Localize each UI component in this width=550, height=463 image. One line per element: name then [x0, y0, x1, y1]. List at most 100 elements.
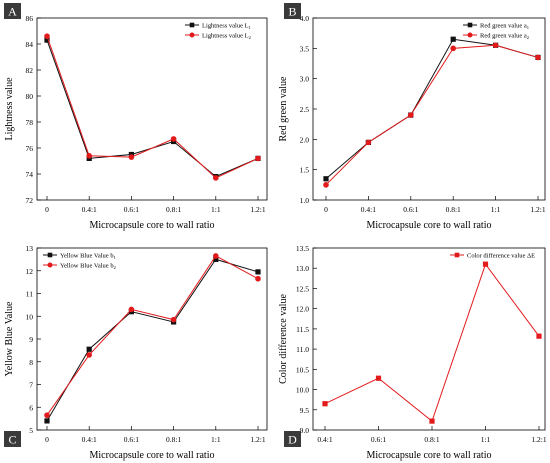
data-point [170, 316, 177, 323]
legend: Color difference value ΔE [450, 253, 535, 260]
legend-marker [467, 22, 473, 28]
data-point [429, 418, 435, 424]
plot-frame [312, 247, 546, 431]
data-point [86, 352, 92, 358]
legend-marker [189, 32, 195, 38]
panel-tag: C [4, 431, 21, 447]
y-tick-label: 6 [29, 403, 33, 412]
x-tick-label: 1:1 [211, 435, 221, 444]
x-tick-label: 0.4:1 [82, 435, 97, 444]
x-tick-label: 0.4:1 [361, 205, 376, 214]
panel-b: 1.0 1.5 2.0 2.5 3.0 3.5 4.0 0 0.4:1 0.6:1 0.8:1 1:1… [278, 3, 546, 231]
panel-tag-letter: B [288, 5, 296, 19]
panel-d: 9.0 9.5 10.0 10.5 11.0 11.5 12.0 12.5 13.0 13.5 0.… [278, 244, 547, 461]
series-0 [322, 261, 542, 424]
data-point [323, 176, 329, 182]
data-point [482, 261, 489, 267]
x-tick-label: 0.6:1 [124, 205, 139, 214]
legend-label-subscript: 2 [114, 265, 116, 270]
y-tick-label: 10 [26, 312, 34, 321]
data-point [86, 153, 92, 159]
legend-label-subscript: 2 [527, 35, 529, 40]
y-tick-label: 76 [26, 144, 34, 153]
series-1 [44, 253, 261, 419]
data-point [322, 401, 328, 407]
data-point [535, 54, 541, 61]
data-point [170, 136, 177, 142]
panel-tag-box [4, 431, 21, 447]
x-tick-label: 1:1 [211, 205, 221, 214]
x-tick-label: 0 [45, 435, 49, 444]
panel-tag: A [4, 3, 21, 19]
data-point [536, 333, 542, 339]
x-tick-label: 0 [324, 205, 328, 214]
x-tick-label: 1:1 [491, 205, 501, 214]
legend-label-text: Lightness value L [202, 33, 249, 40]
x-tick-label: 1:1 [481, 435, 491, 444]
legend-marker [47, 262, 53, 268]
legend-label-subscript: 1 [249, 25, 251, 30]
y-tick-label: 9.5 [300, 406, 310, 415]
x-tick-label: 1.2:1 [530, 205, 545, 214]
y-tick-label: 84 [26, 40, 34, 49]
series-0 [44, 256, 261, 424]
x-tick-label: 1.2:1 [250, 435, 265, 444]
y-tick-label: 5 [29, 426, 33, 435]
y-tick-label: 86 [26, 14, 34, 23]
y-axis-label: Color difference value [278, 294, 289, 384]
data-point [365, 139, 372, 146]
series-line [46, 39, 259, 178]
y-tick-label: 74 [26, 170, 34, 179]
legend-label: Yellow Blue Value b2 [60, 263, 116, 271]
legend-label-text: Color difference value ΔE [467, 253, 535, 260]
series-1 [44, 33, 261, 181]
series-1 [323, 42, 541, 188]
data-point [213, 175, 219, 181]
data-point [128, 306, 135, 313]
legend-label: Lightness value L1 [202, 23, 251, 31]
y-tick-label: 8 [29, 358, 33, 367]
y-tick-label: 10.5 [296, 365, 309, 374]
plot-frame [36, 17, 268, 201]
data-point [492, 42, 499, 49]
legend-marker [467, 32, 473, 38]
y-tick-label: 2.0 [300, 135, 310, 144]
y-tick-label: 80 [26, 92, 34, 101]
x-tick-label: 0.6:1 [371, 435, 386, 444]
x-tick-label: 0.6:1 [403, 205, 418, 214]
y-tick-label: 13.0 [296, 264, 309, 273]
x-axis-label: Microcapsule core to wall ratio [90, 450, 215, 461]
series-line [325, 38, 539, 180]
series-line [46, 258, 259, 422]
panel-tag-box [284, 3, 301, 19]
data-point [213, 253, 219, 259]
y-tick-label: 78 [26, 118, 34, 127]
x-tick-label: 0.8:1 [166, 435, 181, 444]
data-point [323, 182, 329, 188]
panel-a: 72 74 76 78 80 82 84 86 0 0.4:1 0.6:1 0.8:1 1:1 1.2:1… [4, 3, 268, 231]
legend-label: Red green value a2 [480, 33, 529, 41]
legend-label-text: Yellow Blue Value b [60, 263, 114, 270]
y-tick-label: 1.5 [300, 166, 310, 175]
x-tick-label: 0.4:1 [82, 205, 97, 214]
legend-label-text: Yellow Blue Value b [60, 253, 114, 260]
series-0 [323, 36, 541, 182]
y-tick-label: 11 [26, 290, 33, 299]
y-tick-label: 11.5 [296, 325, 309, 334]
legend-label-text: Lightness value L [202, 23, 249, 30]
data-point [408, 112, 414, 118]
y-tick-label: 9 [29, 335, 33, 344]
plot-frame [312, 17, 546, 201]
legend-label-subscript: 2 [249, 35, 251, 40]
y-tick-label: 3.5 [300, 44, 310, 53]
legend-label: Color difference value ΔE [467, 253, 535, 260]
x-tick-label: 0.8:1 [166, 205, 181, 214]
panel-tag-box [4, 3, 21, 19]
series-line [324, 263, 540, 422]
panel-tag: B [284, 3, 301, 19]
